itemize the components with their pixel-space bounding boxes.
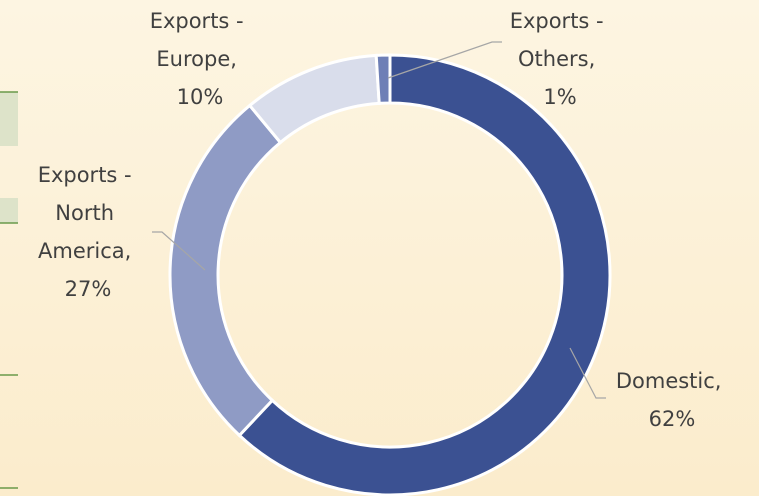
slice	[237, 53, 612, 496]
leader-lines	[152, 41, 606, 399]
side-decoration	[0, 91, 18, 489]
labels: Domestic, 62% Exports - North America, 27…	[38, 9, 728, 431]
slice	[374, 53, 392, 105]
data-label: Exports - Europe, 10%	[150, 9, 251, 109]
data-label: Domestic, 62%	[616, 369, 728, 431]
data-label: Exports - Others, 1%	[510, 9, 611, 109]
slices	[168, 53, 612, 496]
data-label: Exports - North America, 27%	[38, 163, 139, 301]
